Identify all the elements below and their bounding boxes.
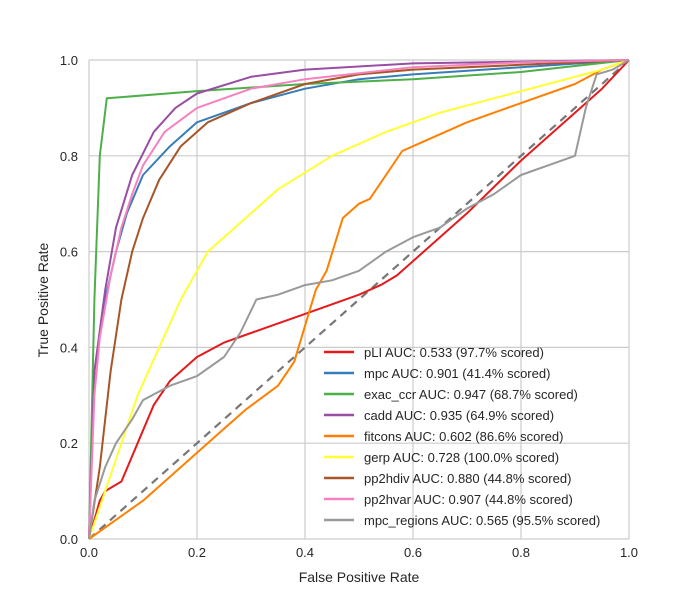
y-tick-label: 0.0 bbox=[60, 532, 78, 547]
legend-label: pp2hvar AUC: 0.907 (44.8% scored) bbox=[364, 492, 573, 507]
x-tick-label: 0.0 bbox=[80, 545, 98, 560]
legend-label: gerp AUC: 0.728 (100.0% scored) bbox=[364, 450, 559, 465]
y-tick-label: 0.4 bbox=[60, 340, 78, 355]
grid bbox=[88, 59, 630, 540]
series-line-6 bbox=[88, 59, 630, 540]
series-line-4 bbox=[88, 59, 630, 540]
x-tick-label: 0.2 bbox=[188, 545, 206, 560]
legend-label: exac_ccr AUC: 0.947 (68.7% scored) bbox=[364, 387, 578, 402]
legend-label: pLI AUC: 0.533 (97.7% scored) bbox=[364, 345, 544, 360]
legend-label: mpc_regions AUC: 0.565 (95.5% scored) bbox=[364, 513, 600, 528]
legend-label: mpc AUC: 0.901 (41.4% scored) bbox=[364, 366, 550, 381]
y-tick-label: 0.8 bbox=[60, 149, 78, 164]
y-tick-label: 0.6 bbox=[60, 245, 78, 260]
series-line-5 bbox=[88, 59, 630, 540]
plot-background bbox=[89, 60, 629, 539]
x-tick-labels: 0.0 0.2 0.4 0.6 0.8 1.0 bbox=[80, 545, 638, 560]
legend-label: fitcons AUC: 0.602 (86.6% scored) bbox=[364, 429, 563, 444]
y-tick-label: 0.2 bbox=[60, 436, 78, 451]
series-lines bbox=[88, 59, 630, 540]
x-tick-label: 0.6 bbox=[404, 545, 422, 560]
y-axis-label: True Positive Rate bbox=[35, 242, 51, 357]
y-tick-label: 1.0 bbox=[60, 53, 78, 68]
x-tick-label: 0.4 bbox=[296, 545, 314, 560]
series-line-8 bbox=[88, 59, 630, 540]
x-axis-label: False Positive Rate bbox=[299, 569, 420, 585]
x-tick-label: 1.0 bbox=[620, 545, 638, 560]
y-tick-labels: 0.0 0.2 0.4 0.6 0.8 1.0 bbox=[60, 53, 78, 547]
x-tick-label: 0.8 bbox=[512, 545, 530, 560]
series-line-3 bbox=[88, 59, 630, 540]
legend-label: pp2hdiv AUC: 0.880 (44.8% scored) bbox=[364, 471, 571, 486]
series-line-0 bbox=[88, 59, 630, 540]
series-line-2 bbox=[88, 59, 630, 540]
series-line-7 bbox=[88, 59, 630, 540]
legend: pLI AUC: 0.533 (97.7% scored) mpc AUC: 0.… bbox=[324, 345, 600, 528]
legend-label: cadd AUC: 0.935 (64.9% scored) bbox=[364, 408, 554, 423]
